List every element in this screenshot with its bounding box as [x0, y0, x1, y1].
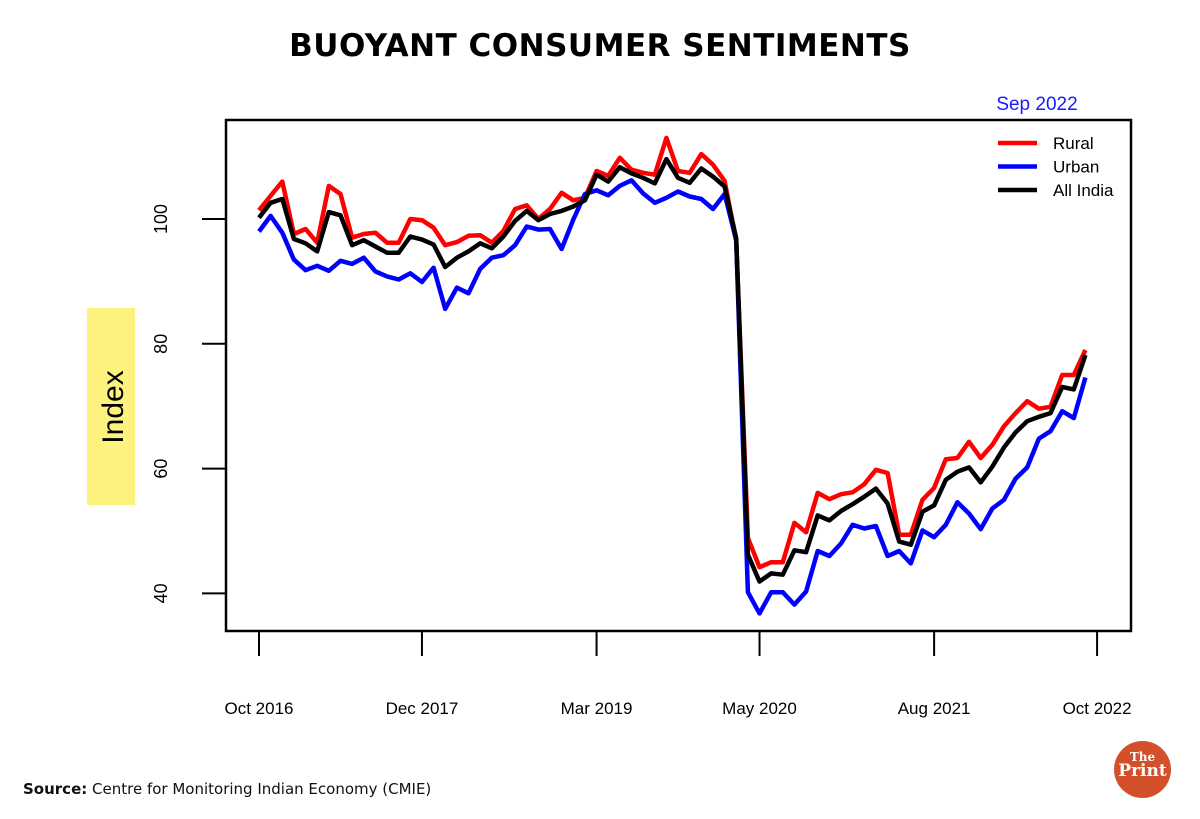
series-group [257, 135, 1088, 616]
x-tick-label: May 2020 [722, 699, 797, 718]
logo-line2: Print [1118, 761, 1167, 781]
legend: Rural Urban All India [998, 134, 1114, 200]
plot-frame [224, 118, 1133, 633]
y-tick-label: 60 [151, 459, 171, 479]
x-axis: Oct 2016 Dec 2017 Mar 2019 May 2020 Aug 2021… [225, 631, 1132, 718]
y-tick-label: 100 [151, 204, 171, 234]
source-label: Source: [23, 780, 88, 798]
y-tick-label: 40 [151, 583, 171, 603]
logo-line1: The [1129, 750, 1156, 764]
source-note: Source: Centre for Monitoring Indian Eco… [23, 780, 431, 798]
y-axis-label: Index [97, 370, 130, 443]
y-label-highlight [87, 308, 135, 505]
series-line-rural [257, 135, 1088, 570]
legend-label: All India [1053, 181, 1114, 200]
x-tick-label: Dec 2017 [386, 699, 459, 718]
source-text: Centre for Monitoring Indian Economy (CM… [92, 780, 432, 798]
series-line-all-india [257, 156, 1088, 584]
y-tick-label: 80 [151, 334, 171, 354]
series-line-urban [257, 178, 1088, 616]
y-axis: 40 60 80 100 [151, 204, 226, 603]
legend-label: Urban [1053, 158, 1099, 177]
x-tick-label: Oct 2022 [1063, 699, 1132, 718]
legend-label: Rural [1053, 134, 1094, 153]
x-tick-label: Oct 2016 [225, 699, 294, 718]
x-tick-label: Aug 2021 [898, 699, 971, 718]
theprint-logo: The Print [1114, 741, 1171, 798]
annotation-label: Sep 2022 [996, 94, 1077, 115]
x-tick-label: Mar 2019 [561, 699, 633, 718]
chart-title: BUOYANT CONSUMER SENTIMENTS [289, 28, 911, 64]
